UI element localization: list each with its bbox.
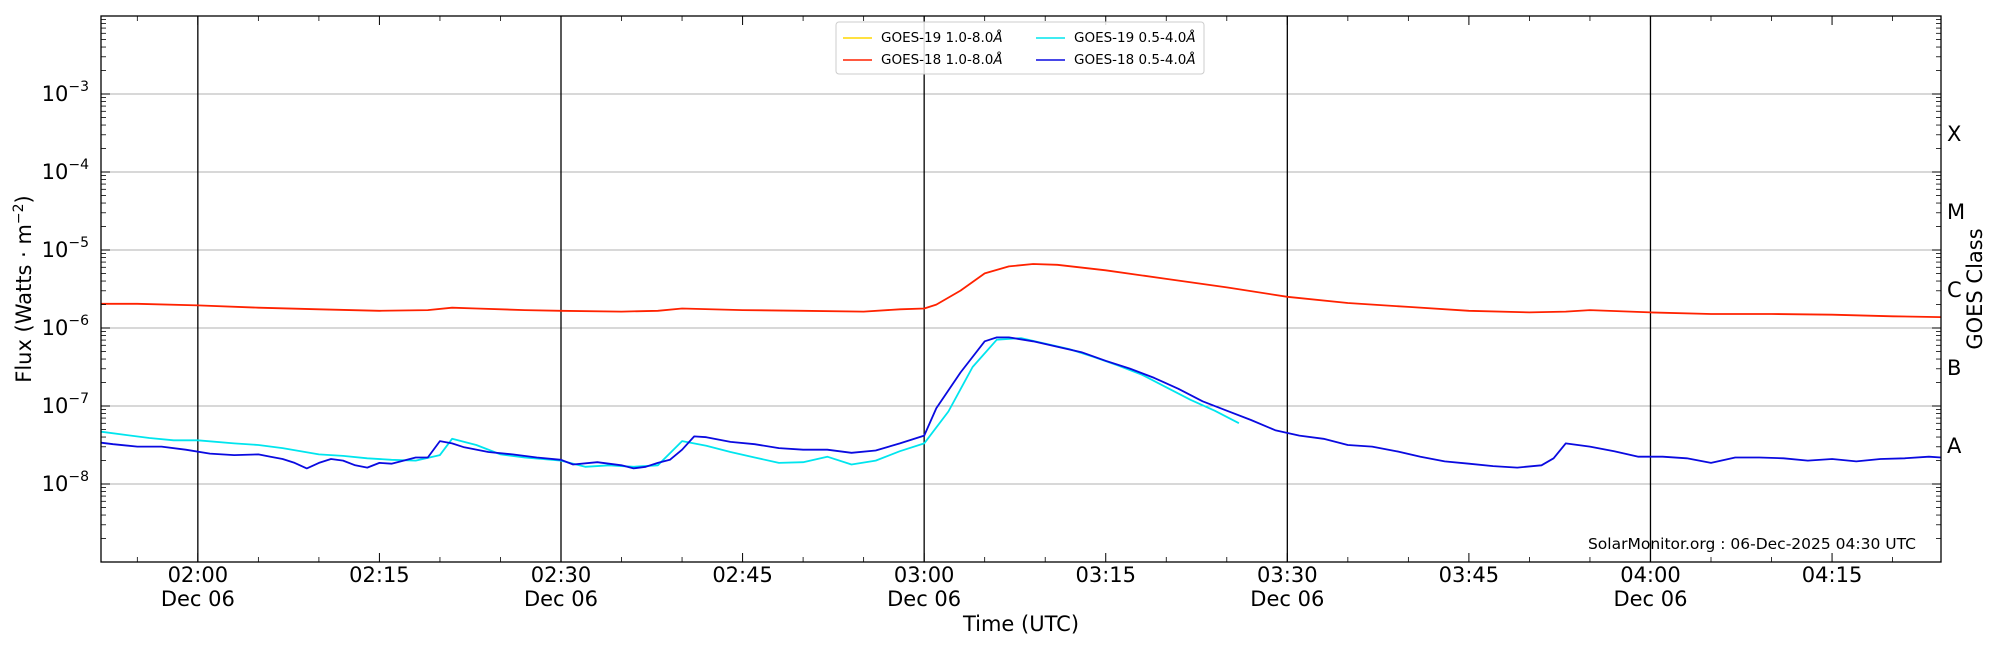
x-tick-label-time: 02:45: [712, 563, 773, 587]
y-tick-label: 10−8: [42, 469, 89, 496]
x-axis-title: Time (UTC): [962, 612, 1079, 636]
x-tick-label-time: 04:15: [1802, 563, 1863, 587]
goes-class-label-C: C: [1947, 278, 1962, 302]
y-tick-label: 10−3: [42, 79, 89, 106]
x-tick-label-time: 03:30: [1257, 563, 1318, 587]
y-tick-label: 10−4: [42, 157, 89, 184]
x-tick-label-time: 03:45: [1439, 563, 1500, 587]
x-tick-label-time: 03:00: [894, 563, 955, 587]
day-marker-lines: [197, 16, 1652, 562]
legend-label-goes19-short: GOES-19 0.5-4.0Å: [1074, 29, 1196, 46]
y-tick-label: 10−7: [42, 391, 89, 418]
x-tick-label-time: 02:15: [349, 563, 410, 587]
legend-label-goes18-short: GOES-18 0.5-4.0Å: [1074, 51, 1196, 68]
x-tick-label-time: 03:15: [1075, 563, 1136, 587]
series-line-3: [100, 336, 1942, 470]
series-line-2: [100, 337, 1240, 468]
plot-frame: [100, 15, 1942, 563]
y-tick-label: 10−5: [42, 235, 89, 262]
x-tick-label-time: 02:00: [168, 563, 229, 587]
y-axis-title: Flux (Watts · m−2): [11, 195, 36, 383]
x-tick-label-date: Dec 06: [1613, 587, 1687, 611]
x-tick-label-date: Dec 06: [887, 587, 961, 611]
x-tick-label-date: Dec 06: [161, 587, 235, 611]
grid-layer: [101, 93, 1941, 485]
x-tick-label-time: 04:00: [1620, 563, 1681, 587]
x-tick-label-date: Dec 06: [524, 587, 598, 611]
legend-label-goes18-long: GOES-18 1.0-8.0Å: [881, 51, 1003, 68]
series-line-1: [101, 263, 1942, 318]
legend-box: [835, 21, 1205, 75]
goes-class-axis-title: GOES Class: [1963, 228, 1987, 349]
goes-class-label-B: B: [1947, 356, 1961, 380]
x-tick-label-time: 02:30: [531, 563, 592, 587]
x-tick-label-date: Dec 06: [1250, 587, 1324, 611]
goes-class-label-M: M: [1947, 200, 1965, 224]
goes-class-label-X: X: [1947, 122, 1961, 146]
y-tick-label: 10−6: [42, 313, 89, 340]
goes-class-label-A: A: [1947, 434, 1962, 458]
series-layer: [100, 263, 1942, 470]
legend: GOES-19 1.0-8.0Å GOES-18 1.0-8.0Å GOES-1…: [835, 21, 1205, 75]
tick-layer: [101, 16, 1941, 562]
credit-text: SolarMonitor.org : 06-Dec-2025 04:30 UTC: [1588, 535, 1916, 553]
legend-label-goes19-long: GOES-19 1.0-8.0Å: [881, 29, 1003, 46]
